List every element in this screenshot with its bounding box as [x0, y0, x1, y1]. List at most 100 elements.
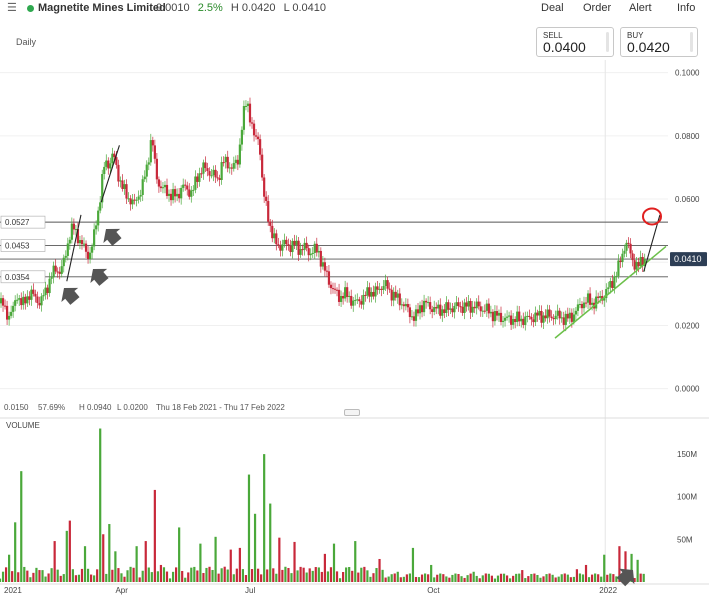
- volume-bar: [557, 576, 560, 582]
- volume-bar: [545, 574, 548, 582]
- candle-body: [151, 140, 154, 146]
- candle-body: [265, 196, 268, 202]
- current-price-label: 0.0410: [674, 254, 702, 264]
- volume-bar: [481, 575, 484, 582]
- candle-body: [597, 296, 600, 298]
- volume-bar: [505, 575, 509, 582]
- candle-body: [208, 171, 211, 176]
- candle-body: [188, 189, 191, 197]
- candle-body: [613, 276, 616, 288]
- volume-bar: [29, 577, 32, 582]
- candle-body: [74, 229, 78, 231]
- candle-body: [615, 275, 618, 277]
- volume-bar: [372, 573, 375, 582]
- candle-body: [422, 300, 426, 313]
- volume-bar: [633, 578, 636, 582]
- volume-bar: [442, 574, 445, 582]
- candle-body: [78, 240, 82, 244]
- candle-body: [475, 301, 478, 309]
- candle-body: [91, 246, 94, 253]
- candle-body: [311, 252, 314, 254]
- candle-body: [558, 310, 561, 319]
- volume-bar: [475, 575, 478, 582]
- candle-body: [451, 308, 454, 313]
- volume-bar: [11, 571, 14, 582]
- candle-body: [562, 317, 565, 325]
- hamburger-icon[interactable]: ☰: [7, 2, 17, 14]
- volume-bar: [156, 571, 159, 582]
- nav-alert[interactable]: Alert: [629, 2, 652, 14]
- price-axis-label: 0.1000: [675, 69, 700, 78]
- candle-body: [449, 308, 452, 310]
- candle-body: [483, 310, 486, 312]
- sell-price: 0.0400: [543, 39, 586, 55]
- candle-body: [416, 309, 420, 314]
- volume-bar: [299, 566, 302, 582]
- candle-body: [329, 284, 333, 289]
- instrument-name[interactable]: Magnetite Mines Limited: [38, 2, 166, 14]
- volume-bar: [41, 570, 44, 582]
- current-price-tag: [670, 252, 707, 267]
- candle-body: [38, 302, 41, 306]
- volume-bar: [551, 574, 554, 582]
- nav-info[interactable]: Info: [677, 2, 696, 14]
- candle-body: [372, 291, 375, 297]
- volume-bar: [105, 573, 108, 582]
- candle-body: [214, 169, 217, 178]
- price-level-label: 0.0354: [5, 273, 30, 282]
- buy-button[interactable]: BUY 0.0420: [620, 27, 698, 57]
- volume-bar: [141, 570, 144, 582]
- volume-bar: [594, 573, 597, 582]
- candle-body: [572, 314, 575, 322]
- candle-body: [532, 319, 535, 323]
- volume-bar: [80, 568, 84, 582]
- pane-resize-handle[interactable]: [344, 409, 360, 416]
- volume-bar: [560, 574, 563, 582]
- volume-bar: [639, 573, 642, 582]
- volume-bar: [202, 573, 205, 582]
- candle-body: [342, 296, 345, 299]
- candle-body: [212, 169, 215, 176]
- volume-bar: [184, 577, 187, 582]
- candle-body: [271, 225, 274, 239]
- volume-bar: [509, 578, 512, 582]
- nav-order[interactable]: Order: [583, 2, 612, 14]
- volume-bar: [515, 573, 518, 582]
- candle-body: [400, 304, 403, 306]
- volume-bar: [44, 576, 47, 582]
- candle-body: [123, 184, 126, 189]
- volume-bar: [402, 576, 405, 582]
- volume-bar: [357, 572, 360, 582]
- candle-body: [368, 287, 371, 297]
- volume-pane-label: VOLUME: [6, 421, 40, 430]
- volume-bar: [405, 574, 408, 582]
- candle-body: [514, 319, 517, 323]
- volume-bar: [381, 569, 384, 582]
- candle-body: [420, 305, 424, 313]
- volume-bar: [630, 553, 633, 582]
- volume-bar: [329, 567, 333, 582]
- volume-bar: [223, 566, 226, 582]
- volume-bar: [469, 573, 472, 582]
- nav-deal[interactable]: Deal: [541, 2, 564, 14]
- candle-body: [576, 304, 580, 311]
- info-open: 0.0150: [4, 403, 29, 412]
- candle-body: [171, 189, 175, 201]
- candle-body: [20, 298, 23, 306]
- candle-body: [58, 271, 61, 274]
- volume-bar: [269, 503, 272, 582]
- candle-body: [202, 162, 205, 174]
- sell-button[interactable]: SELL 0.0400: [536, 27, 614, 57]
- timeframe-label[interactable]: Daily: [16, 37, 37, 47]
- volume-bar: [351, 570, 354, 582]
- volume-bar: [178, 527, 181, 582]
- candle-body: [552, 317, 555, 320]
- candle-body: [526, 315, 529, 317]
- candle-body: [228, 167, 231, 169]
- candle-body: [461, 306, 464, 313]
- candle-body: [538, 310, 541, 316]
- candle-body: [133, 199, 136, 201]
- volume-bar: [427, 574, 430, 582]
- volume-bar: [205, 567, 208, 582]
